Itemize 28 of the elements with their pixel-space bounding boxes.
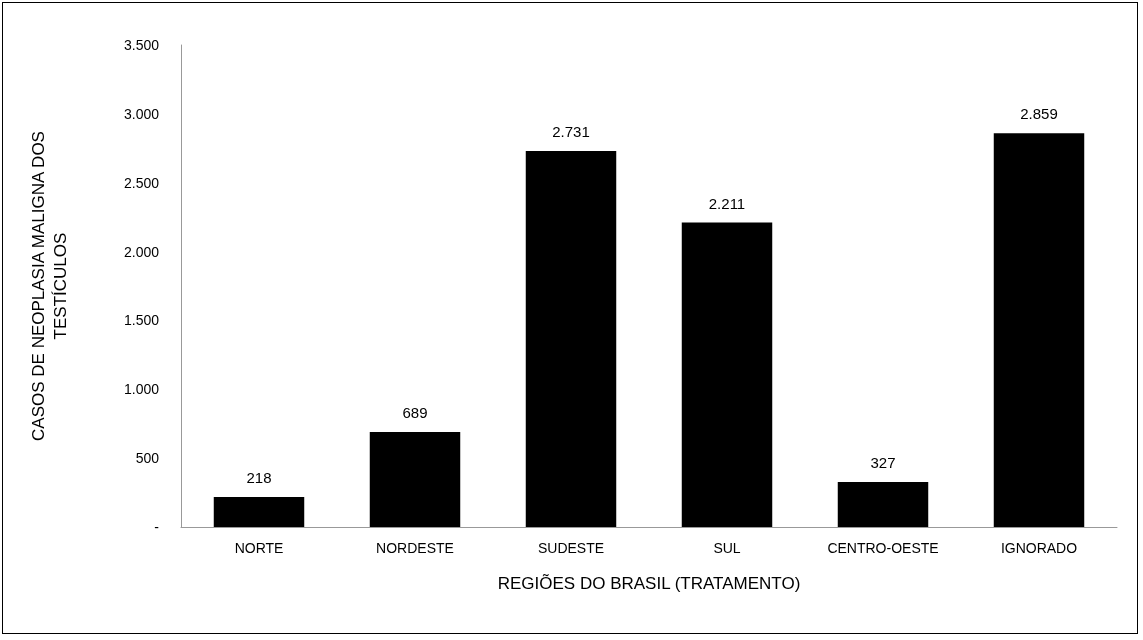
data-label: 327 xyxy=(870,453,896,471)
bar xyxy=(525,150,617,527)
bar xyxy=(213,496,305,527)
bar xyxy=(369,432,461,527)
y-tick-label: 500 xyxy=(135,450,160,467)
y-axis-title: CASOS DE NEOPLASIA MALIGNA DOS TESTÍCULOS xyxy=(28,131,70,441)
data-label: 2.731 xyxy=(552,122,590,140)
y-tick-label: - xyxy=(154,519,160,535)
x-tick-label: NORTE xyxy=(234,540,284,556)
x-tick-label: NORDESTE xyxy=(376,540,454,556)
data-label: 218 xyxy=(246,468,272,486)
y-tick-label: 1.500 xyxy=(123,312,160,329)
x-tick-label: SUDESTE xyxy=(537,540,605,556)
x-axis-title: REGIÕES DO BRASIL (TRATAMENTO) xyxy=(497,574,801,593)
bar xyxy=(681,222,773,527)
bar xyxy=(993,133,1085,527)
y-tick-label: 2.000 xyxy=(123,243,160,260)
x-tick-label: CENTRO-OESTE xyxy=(827,540,939,556)
y-tick-label: 1.000 xyxy=(123,381,160,398)
data-label: 2.211 xyxy=(708,194,746,212)
x-tick-label: SUL xyxy=(713,540,741,556)
data-label: 689 xyxy=(402,404,428,422)
y-tick-label: 3.500 xyxy=(123,37,160,53)
bar xyxy=(837,481,929,527)
x-tick-label: IGNORADO xyxy=(1000,540,1078,556)
y-tick-label: 2.500 xyxy=(123,174,160,191)
y-tick-label: 3.000 xyxy=(123,105,160,122)
data-label: 2.859 xyxy=(1020,105,1058,123)
